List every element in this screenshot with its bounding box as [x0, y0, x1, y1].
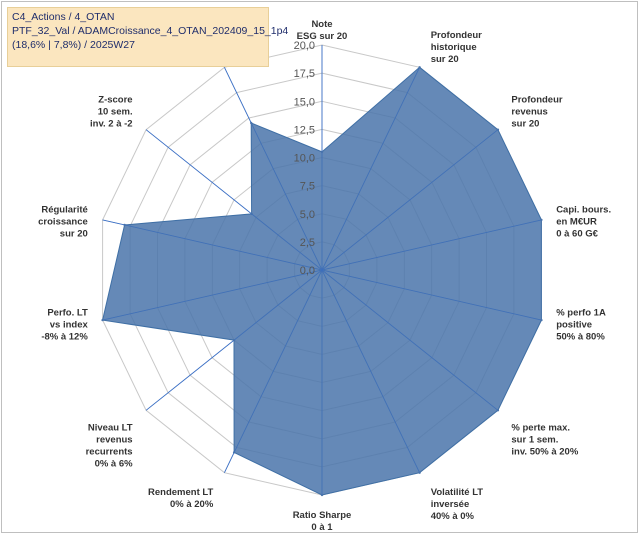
tick-label: 15,0 — [294, 96, 315, 108]
info-line-2: PTF_32_Val / ADAMCroissance_4_OTAN_20240… — [12, 25, 289, 37]
axis-label-line: Volatilité LT — [431, 487, 484, 498]
axis-label: Capi. bours. en M€UR 0 à 60 G€ — [556, 204, 611, 239]
axis-label: Profondeur revenus sur 20 — [511, 94, 562, 129]
radial-tick-labels: 0,0 2,5 5,0 7,5 10,0 12,5 15,0 17,5 20,0 — [294, 40, 315, 277]
axis-label-line: inv. 2 à -2 — [90, 118, 133, 129]
tick-label: 0,0 — [300, 265, 315, 277]
axis-label-line: inv. 50% à 20% — [511, 447, 578, 458]
axis-label: Note ESG sur 20 — [297, 19, 348, 42]
axis-label-line: Note — [311, 19, 332, 30]
axis-spoke-overlay — [102, 219, 323, 271]
axis-spoke-overlay — [321, 269, 542, 321]
axis-label-line: 0 à 1 — [311, 522, 333, 533]
axis-label-line: inversée — [431, 499, 470, 510]
axis-spoke-overlay — [145, 129, 323, 271]
axis-label-line: Rendement LT — [148, 487, 213, 498]
axis-label-line: Régularité — [41, 204, 87, 215]
axis-label-line: Perfo. LT — [47, 308, 88, 319]
axis-label-line: Ratio Sharpe — [293, 510, 352, 521]
axis-label-line: Profondeur — [511, 94, 562, 105]
axis-label-line: 50% à 80% — [556, 332, 605, 343]
info-line-1: C4_Actions / 4_OTAN — [12, 11, 115, 23]
axis-label: % perte max. sur 1 sem. inv. 50% à 20% — [511, 423, 578, 458]
axis-label-line: 0% à 20% — [170, 499, 214, 510]
tick-label: 20,0 — [294, 40, 315, 52]
axis-label-line: revenus — [511, 106, 547, 117]
axis-label-line: -8% à 12% — [41, 332, 88, 343]
axis-label-line: sur 20 — [511, 118, 539, 129]
tick-label: 2,5 — [300, 237, 315, 249]
axis-label-line: ESG sur 20 — [297, 31, 348, 42]
axis-label-line: positive — [556, 320, 592, 331]
axis-spoke-overlay — [224, 269, 323, 473]
axis-label-line: 0% à 6% — [95, 459, 134, 470]
portfolio-info-box: C4_Actions / 4_OTAN PTF_32_Val / ADAMCro… — [7, 7, 289, 67]
axis-label: Volatilité LT inversée 40% à 0% — [431, 487, 484, 522]
axis-label-line: Profondeur — [431, 30, 482, 41]
info-line-3: (18,6% | 7,8%) / 2025W27 — [12, 39, 135, 51]
axis-spoke-overlay — [321, 219, 542, 271]
axis-label: Niveau LT revenus recurrents 0% à 6% — [86, 423, 134, 470]
axis-label: Perfo. LT vs index -8% à 12% — [41, 308, 88, 343]
axis-label-line: sur 20 — [431, 54, 459, 65]
axis-spoke-overlay — [102, 269, 323, 321]
radar-series — [101, 45, 543, 497]
tick-label: 17,5 — [294, 68, 315, 80]
axis-label-line: % perfo 1A — [556, 308, 606, 319]
axis-spoke-overlay — [321, 129, 499, 271]
axis-label-line: historique — [431, 42, 477, 53]
axis-label-line: vs index — [50, 320, 89, 331]
axis-spoke-overlay — [321, 269, 420, 473]
axis-spoke-overlay — [321, 269, 499, 411]
axis-label: Profondeur historique sur 20 — [431, 30, 482, 65]
axis-label-line: sur 20 — [60, 228, 88, 239]
axis-label: Rendement LT 0% à 20% — [148, 487, 214, 510]
tick-label: 12,5 — [294, 124, 315, 136]
tick-label: 5,0 — [300, 209, 315, 221]
axis-label-line: 10 sem. — [98, 106, 133, 117]
axis-label: Régularité croissance sur 20 — [38, 204, 88, 239]
axis-label-line: en M€UR — [556, 216, 597, 227]
axis-label-line: revenus — [96, 435, 132, 446]
axis-label-line: % perte max. — [511, 423, 570, 434]
axis-spoke-overlay — [224, 67, 323, 271]
axis-label-line: sur 1 sem. — [511, 435, 558, 446]
axis-label-line: croissance — [38, 216, 88, 227]
axis-label-line: 40% à 0% — [431, 511, 475, 522]
axis-label-line: recurrents — [86, 447, 133, 458]
axis-label-line: Capi. bours. — [556, 204, 611, 215]
axis-spoke-overlay — [321, 67, 420, 271]
axis-label-line: Z-score — [98, 94, 132, 105]
axis-label: Ratio Sharpe 0 à 1 — [293, 510, 352, 533]
tick-label: 7,5 — [300, 181, 315, 193]
axis-spoke-overlay — [145, 269, 323, 411]
axis-label-line: 0 à 60 G€ — [556, 228, 598, 239]
axis-label: Z-score 10 sem. inv. 2 à -2 — [90, 94, 133, 129]
tick-label: 10,0 — [294, 153, 315, 165]
axis-label: % perfo 1A positive 50% à 80% — [556, 308, 606, 343]
axis-label-line: Niveau LT — [88, 423, 133, 434]
